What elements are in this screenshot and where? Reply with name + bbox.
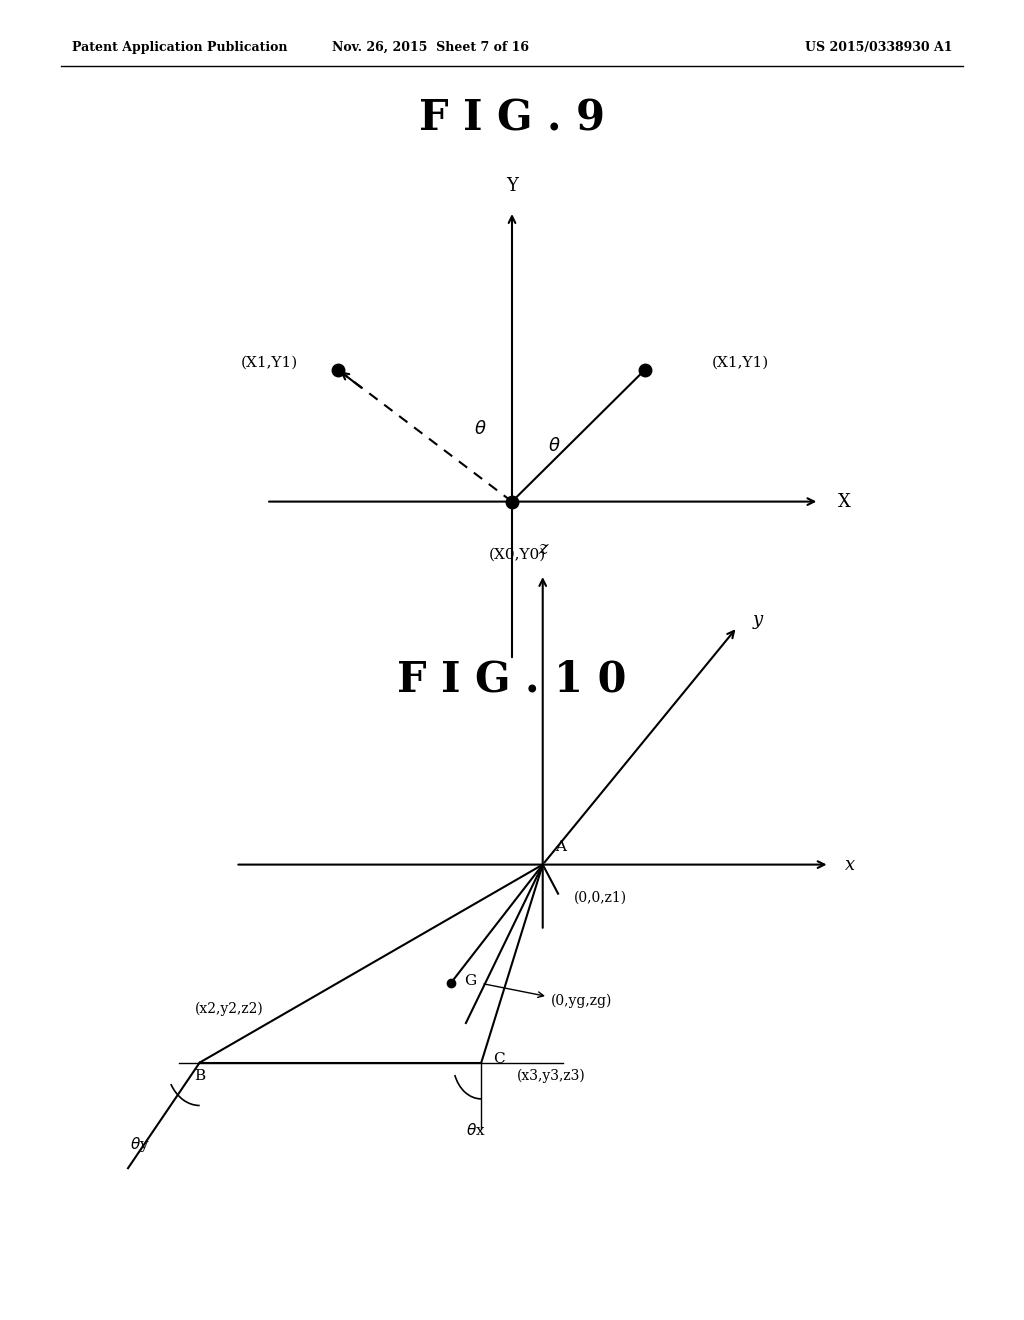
Text: (x2,y2,z2): (x2,y2,z2)	[195, 1002, 263, 1016]
Text: Y: Y	[506, 177, 518, 195]
Text: (X1,Y1): (X1,Y1)	[241, 356, 298, 370]
Text: (0,yg,zg): (0,yg,zg)	[551, 994, 612, 1007]
Text: A: A	[555, 840, 566, 854]
Text: US 2015/0338930 A1: US 2015/0338930 A1	[805, 41, 952, 54]
Text: Patent Application Publication: Patent Application Publication	[72, 41, 287, 54]
Text: (x3,y3,z3): (x3,y3,z3)	[517, 1069, 586, 1082]
Text: y: y	[753, 611, 763, 630]
Text: F I G . 1 0: F I G . 1 0	[397, 659, 627, 701]
Text: C: C	[494, 1052, 505, 1065]
Text: (X1,Y1): (X1,Y1)	[712, 356, 769, 370]
Text: G: G	[464, 974, 476, 987]
Text: X: X	[838, 492, 851, 511]
Text: B: B	[194, 1069, 205, 1084]
Text: (X0,Y0): (X0,Y0)	[488, 548, 546, 562]
Text: (0,0,z1): (0,0,z1)	[573, 891, 627, 904]
Text: $\theta$x: $\theta$x	[466, 1122, 486, 1138]
Text: Nov. 26, 2015  Sheet 7 of 16: Nov. 26, 2015 Sheet 7 of 16	[332, 41, 528, 54]
Text: $\theta$y: $\theta$y	[130, 1135, 151, 1154]
Text: $\theta$: $\theta$	[548, 437, 560, 455]
Text: z: z	[538, 540, 548, 558]
Text: $\theta$: $\theta$	[474, 420, 486, 438]
Text: x: x	[845, 855, 855, 874]
Text: F I G . 9: F I G . 9	[419, 98, 605, 140]
